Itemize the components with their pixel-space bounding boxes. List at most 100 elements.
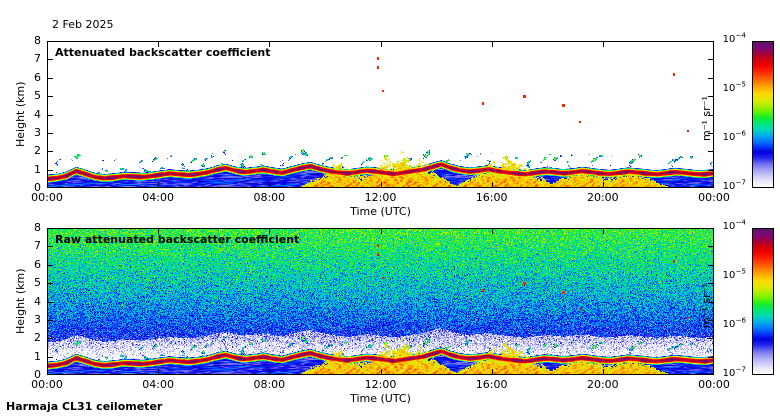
plot-area-attenuated-backscatter — [47, 41, 714, 188]
x-tick-label-attenuated-backscatter: 20:00 — [586, 191, 619, 204]
y-tick-label-attenuated-backscatter: 0 — [34, 181, 41, 194]
heatmap-canvas-raw-attenuated-backscatter — [48, 229, 713, 374]
x-tick-raw-attenuated-backscatter — [381, 369, 382, 374]
y-tick-label-raw-attenuated-backscatter: 5 — [34, 276, 41, 290]
y-tick-label-raw-attenuated-backscatter: 6 — [34, 257, 41, 271]
x-tick-raw-attenuated-backscatter — [269, 369, 270, 374]
x-tick-attenuated-backscatter — [158, 42, 159, 47]
x-tick-raw-attenuated-backscatter — [492, 229, 493, 234]
y-tick-attenuated-backscatter — [48, 151, 53, 152]
x-tick-attenuated-backscatter — [492, 42, 493, 47]
x-tick-label-attenuated-backscatter: 04:00 — [142, 191, 174, 204]
y-tick-label-attenuated-backscatter: 2 — [34, 144, 41, 158]
x-tick-label-raw-attenuated-backscatter: 08:00 — [253, 378, 286, 391]
y-tick-attenuated-backscatter — [48, 78, 53, 79]
y-tick-raw-attenuated-backscatter — [48, 320, 53, 321]
colorbar-tick-label-raw-attenuated-backscatter: 10−6 — [722, 315, 746, 330]
y-tick-label-attenuated-backscatter: 7 — [34, 52, 41, 66]
x-tick-label-attenuated-backscatter: 16:00 — [475, 191, 508, 204]
y-tick-attenuated-backscatter — [48, 59, 53, 60]
x-tick-attenuated-backscatter — [269, 42, 270, 47]
y-tick-raw-attenuated-backscatter — [708, 302, 713, 303]
y-tick-raw-attenuated-backscatter — [48, 283, 53, 284]
x-axis-title-raw-attenuated-backscatter: Time (UTC) — [350, 392, 411, 405]
x-tick-label-attenuated-backscatter: 12:00 — [364, 191, 397, 204]
x-tick-attenuated-backscatter — [603, 42, 604, 47]
x-tick-attenuated-backscatter — [381, 182, 382, 187]
figure-footer-label: Harmaja CL31 ceilometer — [6, 400, 163, 413]
y-tick-attenuated-backscatter — [48, 170, 53, 171]
y-tick-label-raw-attenuated-backscatter: 2 — [34, 331, 41, 345]
y-tick-raw-attenuated-backscatter — [708, 357, 713, 358]
colorbar-gradient-attenuated-backscatter — [753, 42, 773, 187]
x-axis-title-attenuated-backscatter: Time (UTC) — [350, 205, 411, 218]
x-tick-label-attenuated-backscatter: 00:00 — [698, 191, 730, 204]
y-tick-label-attenuated-backscatter: 5 — [34, 89, 41, 103]
colorbar-tick-label-raw-attenuated-backscatter: 10−4 — [722, 217, 746, 232]
figure-date-title: 2 Feb 2025 — [52, 18, 114, 31]
y-tick-raw-attenuated-backscatter — [708, 246, 713, 247]
x-tick-raw-attenuated-backscatter — [158, 229, 159, 234]
x-tick-label-attenuated-backscatter: 08:00 — [253, 191, 286, 204]
x-tick-label-raw-attenuated-backscatter: 12:00 — [364, 378, 397, 391]
x-tick-raw-attenuated-backscatter — [492, 369, 493, 374]
colorbar-gradient-raw-attenuated-backscatter — [753, 229, 773, 374]
y-tick-label-raw-attenuated-backscatter: 4 — [34, 294, 41, 308]
y-tick-label-raw-attenuated-backscatter: 8 — [34, 221, 41, 234]
x-tick-raw-attenuated-backscatter — [158, 369, 159, 374]
x-tick-raw-attenuated-backscatter — [381, 229, 382, 234]
y-tick-label-attenuated-backscatter: 4 — [34, 107, 41, 121]
y-tick-label-attenuated-backscatter: 3 — [34, 125, 41, 139]
y-tick-attenuated-backscatter — [708, 115, 713, 116]
colorbar-tick-label-attenuated-backscatter: 10−7 — [722, 177, 746, 192]
y-tick-raw-attenuated-backscatter — [48, 246, 53, 247]
plot-area-raw-attenuated-backscatter — [47, 228, 714, 375]
y-tick-label-attenuated-backscatter: 8 — [34, 34, 41, 47]
y-tick-attenuated-backscatter — [708, 151, 713, 152]
y-tick-raw-attenuated-backscatter — [708, 338, 713, 339]
x-tick-attenuated-backscatter — [158, 182, 159, 187]
y-tick-attenuated-backscatter — [708, 59, 713, 60]
y-tick-label-raw-attenuated-backscatter: 7 — [34, 239, 41, 253]
x-tick-attenuated-backscatter — [603, 182, 604, 187]
x-tick-label-raw-attenuated-backscatter: 16:00 — [475, 378, 508, 391]
colorbar-tick-label-attenuated-backscatter: 10−5 — [722, 79, 746, 94]
y-tick-label-attenuated-backscatter: 1 — [34, 162, 41, 176]
y-tick-attenuated-backscatter — [708, 170, 713, 171]
y-tick-raw-attenuated-backscatter — [48, 265, 53, 266]
y-tick-attenuated-backscatter — [48, 96, 53, 97]
colorbar-tick-label-raw-attenuated-backscatter: 10−7 — [722, 364, 746, 379]
x-tick-label-raw-attenuated-backscatter: 04:00 — [142, 378, 174, 391]
colorbar-attenuated-backscatter — [752, 41, 774, 188]
y-axis-title-attenuated-backscatter: Height (km) — [14, 80, 27, 147]
x-tick-label-attenuated-backscatter: 00:00 — [31, 191, 63, 204]
heatmap-canvas-attenuated-backscatter — [48, 42, 713, 187]
x-tick-attenuated-backscatter — [492, 182, 493, 187]
y-tick-raw-attenuated-backscatter — [708, 265, 713, 266]
x-tick-label-raw-attenuated-backscatter: 00:00 — [31, 378, 63, 391]
y-tick-attenuated-backscatter — [48, 115, 53, 116]
y-tick-label-attenuated-backscatter: 6 — [34, 70, 41, 84]
y-tick-raw-attenuated-backscatter — [48, 357, 53, 358]
x-tick-attenuated-backscatter — [269, 182, 270, 187]
colorbar-tick-label-attenuated-backscatter: 10−4 — [722, 30, 746, 45]
colorbar-raw-attenuated-backscatter — [752, 228, 774, 375]
y-axis-title-raw-attenuated-backscatter: Height (km) — [14, 267, 27, 334]
y-tick-raw-attenuated-backscatter — [708, 283, 713, 284]
colorbar-tick-label-raw-attenuated-backscatter: 10−5 — [722, 266, 746, 281]
y-tick-raw-attenuated-backscatter — [48, 338, 53, 339]
y-tick-label-raw-attenuated-backscatter: 0 — [34, 368, 41, 381]
y-tick-raw-attenuated-backscatter — [48, 302, 53, 303]
y-tick-attenuated-backscatter — [48, 133, 53, 134]
x-tick-raw-attenuated-backscatter — [269, 229, 270, 234]
y-tick-label-raw-attenuated-backscatter: 3 — [34, 312, 41, 326]
x-tick-label-raw-attenuated-backscatter: 20:00 — [586, 378, 619, 391]
x-tick-label-raw-attenuated-backscatter: 00:00 — [698, 378, 730, 391]
y-tick-raw-attenuated-backscatter — [708, 320, 713, 321]
y-tick-label-raw-attenuated-backscatter: 1 — [34, 349, 41, 363]
colorbar-tick-label-attenuated-backscatter: 10−6 — [722, 128, 746, 143]
x-tick-raw-attenuated-backscatter — [603, 229, 604, 234]
x-tick-raw-attenuated-backscatter — [603, 369, 604, 374]
y-tick-attenuated-backscatter — [708, 96, 713, 97]
